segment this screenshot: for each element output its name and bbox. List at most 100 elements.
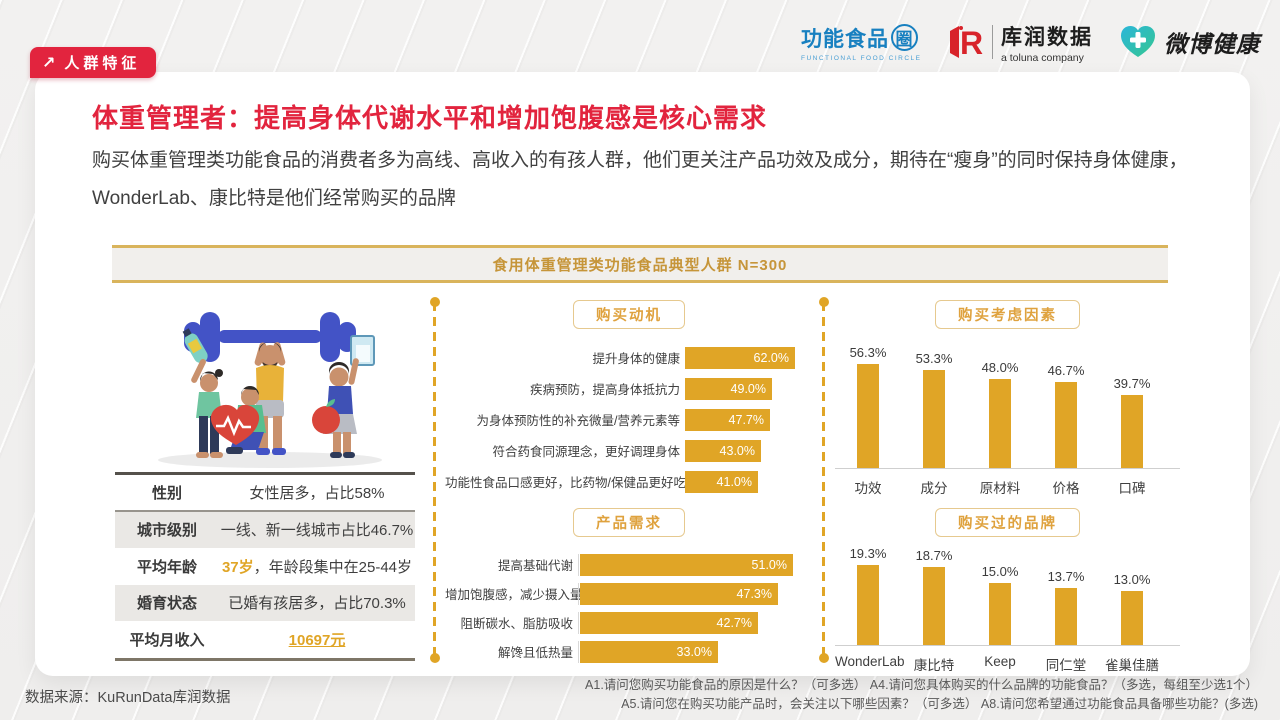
bar: 62.0% (685, 346, 795, 369)
content-card: 体重管理者：提高身体代谢水平和增加饱腹感是核心需求 购买体重管理类功能食品的消费… (35, 72, 1250, 676)
apple-icon (312, 406, 340, 434)
category-label: 为身体预防性的补充微量/营养元素等 (476, 414, 680, 428)
arrow-up-right-icon: ↗ (42, 54, 56, 72)
person-with-heart (210, 386, 266, 454)
chart-consideration-factors: 购买考虑因素 56.3% 53.3% 48.0% 46.7% 39.7% 功效 成分 原材料… (835, 300, 1180, 497)
row-value: 37岁，年龄段集中在25-44岁 (221, 558, 413, 576)
vbar-slot: 56.3% (835, 345, 901, 468)
pulse-line-icon (216, 414, 251, 437)
header-logos: 功能食品 圈 FUNCTIONAL FOOD CIRCLE R 库润数据 a t… (801, 16, 1260, 68)
hbar-row: 解馋且低热量 33.0% (445, 637, 813, 666)
weibo-health-logo: 微博健康 (1119, 24, 1260, 60)
vbar-categories: 功效 成分 原材料 价格 口碑 (835, 469, 1180, 497)
category-label: 功能性食品口感更好，比药物/保健品更好吃 (445, 476, 686, 490)
bar-track: 42.7% (578, 611, 813, 634)
row-label: 婚育状态 (136, 595, 197, 613)
bar: 41.0% (685, 470, 758, 493)
table-row: 平均年龄 37岁，年龄段集中在25-44岁 (115, 548, 415, 585)
dashed-divider (429, 297, 440, 663)
category-label: 同仁堂 (1045, 658, 1087, 673)
category-label: WonderLab (835, 654, 905, 669)
category-label: Keep (984, 654, 1016, 669)
category-label: 价格 (1052, 481, 1080, 496)
bar: 51.0% (580, 553, 793, 576)
bar (857, 565, 879, 645)
bar-track: 62.0% (685, 346, 813, 369)
logo-divider (991, 25, 993, 59)
vbar-categories: WonderLab 康比特 Keep 同仁堂 雀巢佳膳 (835, 646, 1180, 674)
category-label: 成分 (920, 481, 948, 496)
value-label: 18.7% (915, 548, 953, 563)
value-label: 19.3% (849, 546, 887, 561)
bar (1121, 591, 1143, 645)
category-label: 雀巢佳膳 (1105, 658, 1159, 673)
category-label: 口碑 (1118, 481, 1146, 496)
category-label: 原材料 (979, 481, 1021, 496)
vbar-slot: 13.0% (1099, 572, 1165, 645)
bar (1055, 382, 1077, 468)
row-label: 平均年龄 (136, 558, 197, 576)
vbar-slot: 53.3% (901, 351, 967, 468)
category-label: 疾病预防，提高身体抵抗力 (529, 383, 680, 397)
bar: 42.7% (580, 611, 758, 634)
badge-label: 人群特征 (64, 55, 141, 72)
ffc-logo-subtitle: FUNCTIONAL FOOD CIRCLE (800, 54, 922, 62)
hbar-row: 提升身体的健康 62.0% (445, 342, 813, 373)
bar-track: 47.7% (685, 408, 813, 431)
hbar-row: 提高基础代谢 51.0% (445, 550, 813, 579)
category-label: 阻断碳水、脂肪吸收 (460, 617, 573, 631)
row-value: 女性居多，占比58% (249, 484, 385, 502)
bar: 47.3% (580, 582, 778, 605)
page-title: 体重管理者：提高身体代谢水平和增加饱腹感是核心需求 (92, 103, 768, 133)
row-value: 10697元 (288, 631, 346, 649)
middle-charts-column: 购买动机 提升身体的健康 62.0% 疾病预防，提高身体抵抗力 49.0% 为身体预防性… (445, 300, 813, 663)
vbar-plot: 19.3% 18.7% 15.0% 13.7% 13.0% (835, 541, 1180, 646)
bar (1055, 588, 1077, 645)
vbar-slot: 46.7% (1033, 363, 1099, 468)
table-row: 城市级别 一线、新一线城市占比46.7% (115, 511, 415, 548)
value-label: 56.3% (849, 345, 887, 360)
vbar-slot: 48.0% (967, 360, 1033, 468)
hbar-row: 阻断碳水、脂肪吸收 42.7% (445, 608, 813, 637)
hbar-rows: 提升身体的健康 62.0% 疾病预防，提高身体抵抗力 49.0% 为身体预防性的补充微量… (445, 342, 813, 497)
chart-purchase-motivation: 购买动机 提升身体的健康 62.0% 疾病预防，提高身体抵抗力 49.0% 为身体预防性… (445, 300, 813, 497)
kr-mark-icon: R (949, 25, 983, 61)
sample-banner: 食用体重管理类功能食品典型人群 N=300 (112, 245, 1168, 283)
value-label: 15.0% (981, 564, 1019, 579)
bar (923, 370, 945, 468)
section-title-purchase-motivation: 购买动机 (573, 300, 685, 329)
profile-table: 性别 女性居多，占比58% 城市级别 一线、新一线城市占比46.7% 平均年龄 37岁，年… (115, 472, 415, 661)
vbar-slot: 13.7% (1033, 569, 1099, 645)
value-label: 13.7% (1047, 569, 1085, 584)
ffc-circle-glyph: 圈 (890, 24, 918, 51)
category-label: 符合药食同源理念，更好调理身体 (492, 445, 680, 459)
hbar-row: 符合药食同源理念，更好调理身体 43.0% (445, 435, 813, 466)
section-badge: ↗ 人群特征 (30, 47, 157, 78)
row-label: 平均月收入 (129, 631, 205, 649)
section-title-consideration-factors: 购买考虑因素 (935, 300, 1080, 329)
ffc-logo-text: 功能食品 (800, 27, 889, 51)
footnote-line-2: A5.请问您在购买功能产品时，会关注以下哪些因素？（可多选） A8.请问您希望通… (621, 697, 1258, 711)
table-row: 性别 女性居多，占比58% (115, 475, 415, 512)
vbar-slot: 39.7% (1099, 376, 1165, 468)
category-label: 康比特 (913, 658, 955, 673)
bar (923, 567, 945, 645)
section-title-product-needs: 产品需求 (573, 508, 685, 537)
bar (989, 583, 1011, 645)
category-label: 提升身体的健康 (592, 352, 680, 366)
row-label: 性别 (151, 484, 182, 502)
row-value: 一线、新一线城市占比46.7% (220, 522, 414, 540)
page-description: 购买体重管理类功能食品的消费者多为高线、高收入的有孩人群，他们更关注产品功效及成… (92, 150, 1188, 209)
bar-track: 47.3% (578, 582, 813, 605)
category-label: 增加饱腹感，减少摄入量 (445, 588, 583, 602)
hbar-rows: 提高基础代谢 51.0% 增加饱腹感，减少摄入量 47.3% 阻断碳水、脂肪吸收 42.7… (445, 550, 813, 666)
bar: 43.0% (685, 439, 761, 462)
value-label: 53.3% (915, 351, 953, 366)
hbar-row: 增加饱腹感，减少摄入量 47.3% (445, 579, 813, 608)
functional-food-circle-logo: 功能食品 圈 FUNCTIONAL FOOD CIRCLE (801, 23, 922, 62)
weibo-logo-name: 微博健康 (1164, 31, 1260, 57)
bar-track: 33.0% (578, 640, 813, 663)
bar: 49.0% (685, 377, 772, 400)
hbar-row: 疾病预防，提高身体抵抗力 49.0% (445, 373, 813, 404)
vbar-slot: 18.7% (901, 548, 967, 645)
